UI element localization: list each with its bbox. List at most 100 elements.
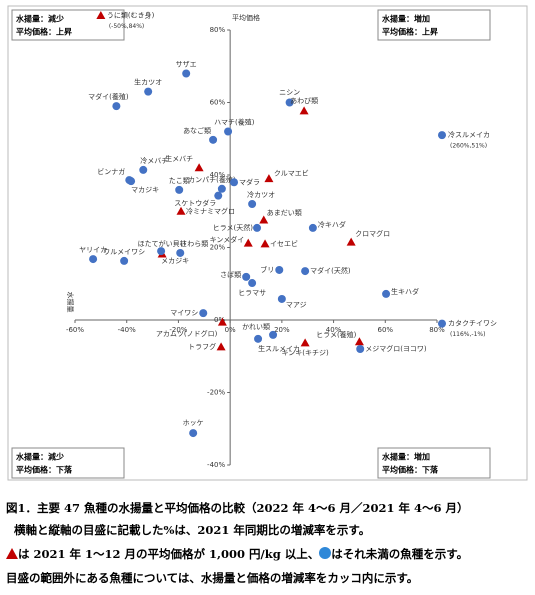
point [209,135,218,144]
point [438,319,446,328]
point [157,247,166,256]
point-label: マダイ(天然) [310,266,351,275]
x-tick-label: -60% [66,326,84,334]
point-label: ヒラメ(養殖) [316,330,357,339]
point-label: 生キハダ [391,287,419,296]
point-label: ハマチ(養殖) [214,118,255,127]
point [216,342,226,351]
point [299,106,309,115]
point [176,206,186,215]
point-label: 生スルメイカ [258,344,300,353]
point [285,98,294,107]
point [176,248,185,257]
point [254,334,263,343]
point-label: ヤリイカ [79,246,107,254]
caption-line: 目盛の範囲外にある魚種については、水揚量と価格の増減率をカッコ内に示す。 [6,571,419,585]
point-label: ウルメイワシ [103,248,145,256]
point [243,238,253,247]
x-axis-title: 水揚量 [66,292,75,313]
outlier-label: カタクチイワシ [448,319,497,328]
quadrant-text: 平均価格：下落 [382,465,439,475]
point [354,337,364,346]
point [89,255,98,264]
x-tick-label: 60% [378,326,394,334]
point-label: 冷メバチ [140,156,168,165]
triangle-symbol [6,548,18,559]
point [277,294,286,303]
circle-symbol [319,547,332,559]
point [217,184,226,193]
point-label: たこ類 [169,176,190,185]
x-tick-label: 20% [274,326,290,334]
point [199,309,208,318]
point [182,69,191,78]
point-label: ホッケ [183,419,204,427]
point-label: メカジキ [161,257,189,265]
point [356,345,365,353]
caption-line: 横軸と縦軸の目盛に記載した%は、2021 年同期比の増減率を示す。 [14,523,371,537]
point-label: 生カツオ [134,78,162,87]
point [308,223,317,232]
point [144,87,153,96]
point-label: ヒラマサ [238,289,266,297]
point-label: さわら類 [180,239,208,248]
point-label: マイワシ [170,309,198,317]
y-tick-label: 0% [214,316,225,324]
point [96,11,106,19]
x-tick-label: 0% [225,326,236,334]
point [275,265,284,274]
point [127,177,136,186]
quadrant-text: 水揚量：減少 [15,452,64,462]
point-label: マダイ(養殖) [88,92,129,101]
point-label: スケトウダラ [174,199,216,208]
point-label: メジマグロ(ヨコワ) [365,344,427,353]
outlier-value-label: (260%,51%) [450,143,487,150]
point-label: マアジ [286,301,307,309]
quadrant-text: 平均価格：上昇 [382,27,438,37]
quadrant-text: 平均価格：下落 [16,465,73,475]
quadrant-text: 水揚量：増加 [381,452,430,462]
quadrant-text: 平均価格：上昇 [16,27,72,37]
point-label: あまだい類 [267,208,302,217]
point-label: マカジキ [131,186,159,194]
outlier-label: 冷スルメイカ [448,130,490,139]
point-label: サザエ [176,61,197,69]
point [269,330,278,339]
quadrant-frame [377,9,491,41]
outlier-value-label: (-50%,84%) [109,23,144,30]
point [264,174,274,183]
point-label: イセエビ [270,239,298,248]
point-label: クルマエビ [274,169,309,178]
point [194,163,204,172]
y-tick-label: 80% [210,26,226,34]
point [120,256,129,265]
chart-frame [7,5,528,481]
point-label: かれい類 [242,322,270,331]
point [248,200,257,208]
quadrant-text: 水揚量：増加 [381,14,430,24]
quadrant-frame [377,447,491,479]
point-label: カンパチ(養殖) [188,175,236,184]
point [230,178,239,187]
quadrant-frame [11,447,125,479]
point [112,102,121,111]
point [382,289,391,298]
x-tick-label: 40% [326,326,342,334]
caption-text: はそれ未満の魚種を示す。 [331,547,469,561]
x-tick-label: -40% [118,326,136,334]
point [189,429,198,438]
caption-text: は 2021 年 1～12 月の平均価格が 1,000 円/kg 以上、 [18,547,320,561]
point [217,317,227,326]
outlier-value-label: (116%,-1%) [450,331,485,338]
chart: 水揚量：減少 平均価格：上昇 水揚量：増加 平均価格：上昇 水揚量：減少 平均価… [7,5,528,481]
x-tick-label: 80% [429,326,445,334]
point [253,223,262,232]
point [175,185,184,194]
point-label: さば類 [220,270,241,279]
point [438,131,446,140]
quadrant-frame [11,9,125,41]
point-label: キンキ(キチジ) [281,349,329,357]
point [346,237,356,246]
y-axis-title: 平均価格 [232,13,260,22]
